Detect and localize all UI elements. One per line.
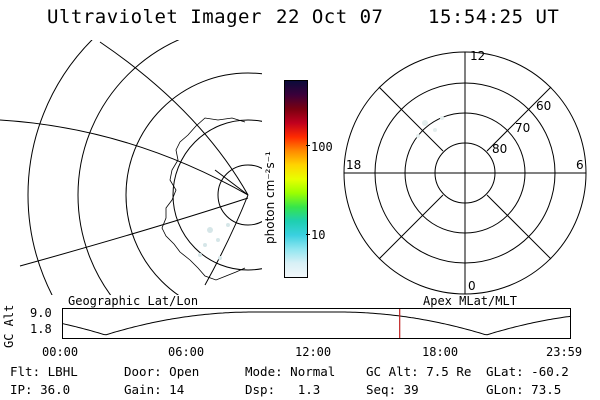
mlt-label-18: 18 xyxy=(346,158,361,172)
meridian-line xyxy=(19,197,249,267)
lat-circle xyxy=(217,164,262,226)
info-glat: GLat: -60.2 xyxy=(486,364,569,379)
info-gc-alt: GC Alt: 7.5 Re xyxy=(366,364,472,379)
meridian-line xyxy=(204,194,249,286)
app-title: Ultraviolet Imager xyxy=(47,6,262,28)
lat-circle xyxy=(27,40,93,295)
xtick-1200: 12:00 xyxy=(295,345,332,359)
xtick-0000: 00:00 xyxy=(42,345,79,359)
lat-circle xyxy=(77,40,180,295)
lat-circle xyxy=(125,72,262,295)
meridian-line xyxy=(99,41,249,196)
colorbar xyxy=(284,80,308,278)
altitude-curve xyxy=(62,311,572,336)
info-gain: Gain: 14 xyxy=(124,382,185,397)
polar-diag xyxy=(378,194,444,260)
info-seq: Seq: 39 xyxy=(366,382,419,397)
aurora-speckle xyxy=(198,223,230,260)
polar-diag xyxy=(486,86,552,152)
lat-label-80: 80 xyxy=(492,142,507,156)
info-flt: Flt: LBHL xyxy=(10,364,78,379)
colorbar-tick-10: 10 xyxy=(311,228,326,242)
timeline-frame xyxy=(62,308,571,339)
meridian-line xyxy=(214,169,249,196)
timeline-left-label: Geographic Lat/Lon xyxy=(68,294,199,308)
info-mode: Mode: Normal xyxy=(245,364,336,379)
colorbar-tick-mark xyxy=(306,145,310,146)
info-dsp: Dsp: 1.3 xyxy=(245,382,321,397)
colorbar-unit-label: photon cm⁻²s⁻¹ xyxy=(263,151,277,244)
colorbar-gradient xyxy=(285,81,307,277)
lat-circle xyxy=(172,119,262,271)
lat-label-60: 60 xyxy=(536,99,551,113)
time-label: 15:54:25 UT xyxy=(428,6,560,28)
colorbar-tick-mark xyxy=(306,234,310,235)
mlt-label-12: 12 xyxy=(470,49,485,63)
info-ip: IP: 36.0 xyxy=(10,382,71,397)
xtick-1800: 18:00 xyxy=(422,345,459,359)
timeline-ytick-top: 9.0 xyxy=(30,306,52,320)
info-glon: GLon: 73.5 xyxy=(486,382,562,397)
polar-diag xyxy=(378,86,444,152)
polar-mlt-plot: 12 18 6 0 60 70 80 xyxy=(343,49,587,295)
lat-label-70: 70 xyxy=(515,121,530,135)
polar-diag xyxy=(486,194,552,260)
timeline-right-label: Apex MLat/MLT xyxy=(423,294,517,308)
mlt-label-0: 0 xyxy=(468,279,476,293)
geographic-map-plot xyxy=(0,40,262,295)
aurora-speckle xyxy=(416,116,444,138)
xtick-0600: 06:00 xyxy=(168,345,205,359)
meridian-line xyxy=(0,119,249,196)
date-label: 22 Oct 07 xyxy=(276,6,384,28)
coastline xyxy=(161,117,246,281)
xtick-2359: 23:59 xyxy=(546,345,583,359)
colorbar-tick-100: 100 xyxy=(311,140,333,154)
mlt-label-6: 6 xyxy=(576,158,584,172)
timeline-ytick-bottom: 1.8 xyxy=(30,322,52,336)
info-door: Door: Open xyxy=(124,364,200,379)
timeline-y-axis-label: GC Alt xyxy=(2,304,16,348)
altitude-timeline xyxy=(62,308,572,339)
